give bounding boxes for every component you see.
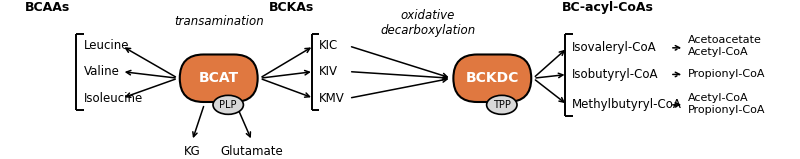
Text: KIV: KIV <box>318 65 338 78</box>
Ellipse shape <box>213 95 243 114</box>
Text: BCAAs: BCAAs <box>25 1 70 14</box>
Text: oxidative
decarboxylation: oxidative decarboxylation <box>380 9 475 37</box>
Ellipse shape <box>486 95 517 114</box>
Text: Valine: Valine <box>84 65 120 78</box>
Text: BCAT: BCAT <box>198 71 238 85</box>
Text: Methylbutyryl-CoA: Methylbutyryl-CoA <box>572 98 682 111</box>
Text: PLP: PLP <box>219 100 237 110</box>
Text: KMV: KMV <box>318 92 344 105</box>
Text: Leucine: Leucine <box>84 39 130 52</box>
Text: Isovaleryl-CoA: Isovaleryl-CoA <box>572 41 657 54</box>
Text: BCKDC: BCKDC <box>466 71 519 85</box>
Text: TPP: TPP <box>493 100 510 110</box>
Text: Propionyl-CoA: Propionyl-CoA <box>688 105 766 115</box>
Text: Acetoacetate: Acetoacetate <box>688 35 762 45</box>
Text: Propionyl-CoA: Propionyl-CoA <box>688 69 766 80</box>
Text: KG: KG <box>184 145 201 158</box>
FancyBboxPatch shape <box>454 55 531 102</box>
Text: Isobutyryl-CoA: Isobutyryl-CoA <box>572 68 658 81</box>
Text: BC-acyl-CoAs: BC-acyl-CoAs <box>562 1 654 14</box>
Text: Isoleucine: Isoleucine <box>84 92 143 105</box>
Text: Acetyl-CoA: Acetyl-CoA <box>688 93 749 103</box>
Text: Glutamate: Glutamate <box>221 145 283 158</box>
FancyBboxPatch shape <box>180 55 258 102</box>
Text: BCKAs: BCKAs <box>270 1 314 14</box>
Text: transamination: transamination <box>174 15 263 28</box>
Text: Acetyl-CoA: Acetyl-CoA <box>688 47 749 57</box>
Text: KIC: KIC <box>318 39 338 52</box>
